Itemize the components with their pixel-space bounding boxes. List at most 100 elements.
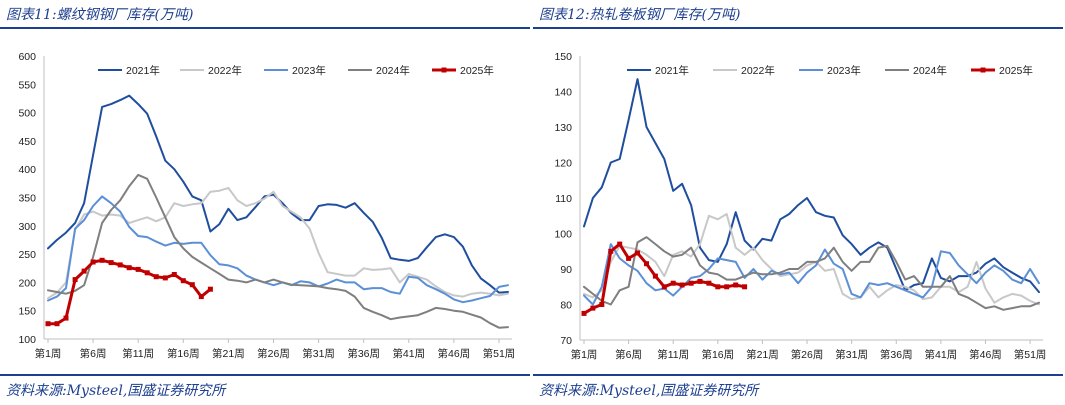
series-marker-2025年 [99, 257, 105, 263]
x-tick-label: 第21周 [746, 348, 779, 361]
x-tick-label: 第31周 [302, 347, 335, 360]
series-marker-2025年 [679, 282, 685, 288]
x-tick-label: 第1周 [35, 347, 62, 360]
series-marker-2025年 [688, 280, 694, 286]
x-tick-label: 第51周 [1014, 348, 1047, 361]
chart-source: 资料来源:Mysteel,国盛证券研究所 [6, 383, 226, 399]
y-tick-label: 90 [560, 264, 572, 276]
source-rule [0, 374, 530, 376]
series-marker-2025年 [652, 273, 658, 279]
x-tick-label: 第16周 [167, 347, 200, 360]
y-tick-label: 500 [18, 108, 36, 120]
chart-panel-hot-rolled-coil: 图表12:热轧卷板钢厂库存(万吨) 70 80 90 100 110 120 130 140 1… [533, 0, 1065, 405]
series-marker-2025年 [54, 321, 60, 327]
legend-marker [441, 67, 447, 73]
title-rule [0, 27, 530, 29]
series-marker-2025年 [144, 270, 150, 276]
x-tick-label: 第31周 [835, 348, 868, 361]
series-marker-2025年 [715, 284, 721, 290]
series-marker-2025年 [608, 248, 614, 254]
x-tick-label: 第36周 [880, 348, 913, 361]
series-marker-2025年 [117, 262, 123, 268]
y-tick-label: 350 [18, 193, 36, 205]
legend-label: 2024年 [376, 64, 410, 77]
y-tick-label: 300 [18, 221, 36, 233]
series-marker-2025年 [171, 272, 177, 277]
series-line-2021年 [583, 78, 1040, 294]
series-marker-2025年 [45, 321, 51, 327]
x-tick-label: 第46周 [438, 347, 471, 360]
x-tick-label: 第46周 [969, 348, 1002, 361]
legend-label: 2024年 [913, 64, 947, 77]
x-tick-label: 第6周 [80, 347, 107, 360]
y-tick-label: 80 [560, 300, 572, 312]
series-marker-2025年 [661, 284, 667, 290]
legend-label: 2022年 [208, 64, 242, 77]
legend-label: 2022年 [741, 64, 775, 77]
y-tick-label: 100 [554, 229, 572, 241]
series-marker-2025年 [590, 305, 596, 311]
y-tick-label: 110 [555, 193, 572, 205]
x-tick-label: 第26周 [257, 347, 290, 360]
x-tick-label: 第41周 [925, 348, 958, 361]
title-rule [533, 27, 1063, 29]
series-marker-2025年 [72, 277, 78, 283]
series-marker-2025年 [81, 268, 87, 274]
x-tick-label: 第21周 [212, 347, 245, 360]
y-tick-label: 150 [18, 306, 36, 318]
series-marker-2025年 [706, 280, 712, 286]
y-tick-label: 250 [18, 249, 36, 261]
series-marker-2025年 [581, 310, 587, 316]
chart-source: 资料来源:Mysteel,国盛证券研究所 [539, 383, 759, 399]
x-tick-label: 第11周 [657, 348, 689, 361]
series-marker-2025年 [599, 302, 605, 307]
chart-title: 图表11:螺纹钢钢厂库存(万吨) [6, 7, 194, 23]
x-tick-label: 第1周 [571, 348, 598, 361]
series-marker-2025年 [207, 286, 213, 292]
y-tick-label: 120 [554, 158, 572, 170]
series-line-2023年 [583, 243, 1040, 306]
y-tick-label: 70 [560, 335, 572, 347]
series-marker-2025年 [180, 278, 186, 284]
rebar-inventory-chart: 100 150 200 250 300 350 400 450 500 550 600 第1周 第6周 第… [18, 51, 515, 360]
x-tick-label: 第36周 [347, 347, 380, 360]
source-rule [533, 374, 1063, 376]
series-marker-2025年 [742, 284, 748, 290]
series-marker-2025年 [63, 315, 69, 321]
y-tick-label: 450 [18, 136, 36, 148]
series-marker-2025年 [198, 294, 204, 300]
legend-marker [980, 67, 986, 73]
y-tick-label: 150 [554, 51, 572, 63]
x-tick-label: 第16周 [701, 348, 734, 361]
series-marker-2025年 [189, 282, 195, 288]
legend-label: 2025年 [999, 64, 1033, 77]
series-line-2024年 [583, 236, 1040, 311]
legend-label: 2025年 [460, 64, 494, 77]
x-tick-label: 第41周 [392, 347, 425, 360]
series-marker-2025年 [635, 250, 640, 256]
y-tick-label: 600 [18, 51, 36, 63]
legend-label: 2023年 [827, 64, 861, 77]
series-marker-2025年 [135, 266, 141, 272]
x-tick-label: 第26周 [791, 348, 824, 361]
y-tick-label: 400 [18, 164, 36, 176]
series-marker-2025年 [626, 255, 632, 261]
series-marker-2025年 [126, 265, 132, 271]
series-marker-2025年 [670, 280, 676, 286]
legend-label: 2023年 [292, 64, 326, 77]
y-tick-label: 130 [554, 122, 572, 134]
chart-panel-rebar: 图表11:螺纹钢钢厂库存(万吨) 100 150 200 250 300 350 400 45… [0, 0, 532, 405]
series-marker-2025年 [90, 259, 96, 265]
y-tick-label: 550 [18, 79, 36, 91]
y-tick-label: 100 [18, 334, 36, 346]
series-marker-2025年 [108, 260, 114, 266]
series-marker-2025年 [153, 274, 159, 280]
series-marker-2025年 [162, 275, 168, 281]
series-marker-2025年 [697, 278, 703, 284]
y-tick-label: 140 [554, 87, 572, 99]
series-marker-2025年 [724, 284, 730, 290]
chart-title: 图表12:热轧卷板钢厂库存(万吨) [539, 7, 741, 23]
x-tick-label: 第11周 [122, 347, 154, 360]
series-line-2023年 [47, 195, 509, 304]
